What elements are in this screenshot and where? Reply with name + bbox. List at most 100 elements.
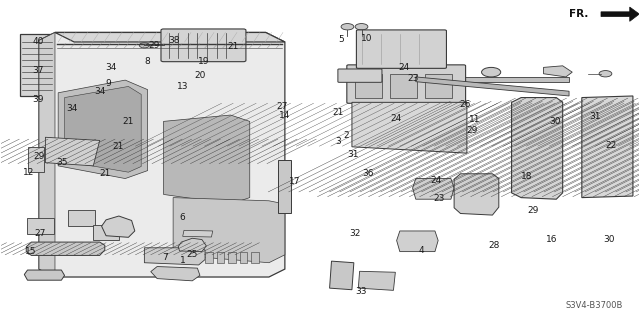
Polygon shape (39, 33, 55, 277)
Polygon shape (173, 197, 285, 263)
Text: 39: 39 (33, 95, 44, 104)
Text: 15: 15 (25, 247, 36, 256)
Text: 40: 40 (33, 38, 44, 47)
Text: 5: 5 (338, 35, 344, 44)
Polygon shape (352, 102, 467, 153)
Text: 6: 6 (180, 213, 186, 222)
Polygon shape (278, 160, 291, 213)
Polygon shape (511, 98, 563, 199)
Circle shape (140, 43, 150, 48)
Text: 27: 27 (35, 229, 46, 238)
Text: 31: 31 (589, 112, 600, 121)
FancyBboxPatch shape (347, 65, 466, 103)
FancyBboxPatch shape (161, 29, 246, 62)
Text: 34: 34 (106, 63, 117, 72)
Polygon shape (55, 33, 285, 42)
Bar (390, 74, 417, 98)
Text: 30: 30 (603, 235, 614, 244)
Text: 29: 29 (527, 206, 538, 215)
Bar (355, 74, 382, 98)
Polygon shape (397, 231, 438, 252)
Text: 38: 38 (169, 36, 180, 45)
Text: 21: 21 (123, 117, 134, 126)
Circle shape (355, 24, 368, 30)
Text: 24: 24 (390, 114, 402, 123)
Polygon shape (358, 271, 396, 290)
Polygon shape (68, 210, 95, 226)
Text: 13: 13 (177, 82, 188, 91)
Text: 25: 25 (187, 250, 198, 259)
Text: 35: 35 (56, 158, 68, 167)
Text: 21: 21 (227, 42, 239, 51)
Text: 11: 11 (468, 115, 480, 124)
Polygon shape (582, 96, 633, 197)
Bar (228, 252, 236, 263)
Polygon shape (65, 86, 141, 172)
Text: 4: 4 (419, 246, 424, 255)
Text: FR.: FR. (569, 9, 588, 19)
Text: 36: 36 (362, 169, 374, 178)
Text: 24: 24 (398, 63, 410, 72)
FancyBboxPatch shape (338, 69, 382, 82)
Text: 31: 31 (347, 150, 358, 159)
Text: 29: 29 (467, 126, 477, 135)
Text: 33: 33 (356, 287, 367, 296)
Text: 22: 22 (605, 141, 616, 150)
Text: 32: 32 (349, 229, 361, 238)
Text: 9: 9 (105, 79, 111, 88)
Text: 7: 7 (163, 254, 168, 263)
Text: 21: 21 (99, 169, 111, 178)
Polygon shape (20, 34, 55, 96)
Bar (426, 74, 452, 98)
Polygon shape (28, 147, 44, 172)
Polygon shape (601, 7, 639, 21)
Polygon shape (164, 115, 250, 204)
Polygon shape (454, 174, 499, 215)
Polygon shape (24, 270, 65, 280)
Text: 18: 18 (520, 173, 532, 182)
Text: 34: 34 (94, 87, 106, 96)
Bar (239, 252, 247, 263)
Text: 23: 23 (433, 194, 444, 203)
Text: 24: 24 (430, 176, 441, 185)
Polygon shape (178, 238, 206, 252)
Polygon shape (145, 248, 205, 265)
Polygon shape (349, 77, 569, 82)
Polygon shape (102, 216, 135, 237)
Text: 12: 12 (22, 168, 34, 177)
Bar (205, 252, 212, 263)
Polygon shape (330, 261, 354, 290)
Text: 30: 30 (549, 117, 561, 126)
Text: 10: 10 (361, 34, 372, 43)
Text: 37: 37 (32, 66, 44, 75)
Text: 23: 23 (408, 74, 419, 83)
Text: 34: 34 (67, 104, 78, 113)
Circle shape (341, 24, 354, 30)
Text: 19: 19 (198, 56, 209, 65)
Text: 3: 3 (335, 137, 340, 145)
Text: 20: 20 (195, 71, 205, 80)
Polygon shape (58, 80, 148, 179)
FancyBboxPatch shape (356, 30, 447, 68)
Text: 2: 2 (344, 131, 349, 140)
Text: 28: 28 (488, 241, 499, 250)
Text: 21: 21 (332, 108, 344, 117)
Text: 16: 16 (546, 235, 557, 244)
Polygon shape (543, 66, 572, 77)
Text: 29: 29 (148, 41, 159, 50)
Polygon shape (416, 77, 569, 96)
Polygon shape (151, 267, 200, 281)
Polygon shape (182, 230, 212, 237)
Text: 26: 26 (460, 100, 470, 109)
Circle shape (481, 67, 500, 77)
Text: 21: 21 (112, 142, 124, 151)
Polygon shape (26, 242, 105, 256)
Text: 27: 27 (276, 102, 288, 111)
Text: 29: 29 (33, 152, 45, 161)
Polygon shape (27, 218, 54, 234)
Polygon shape (45, 137, 100, 166)
Polygon shape (93, 225, 120, 241)
Bar (216, 252, 224, 263)
Text: 17: 17 (289, 177, 301, 186)
Text: S3V4-B3700B: S3V4-B3700B (566, 301, 623, 310)
